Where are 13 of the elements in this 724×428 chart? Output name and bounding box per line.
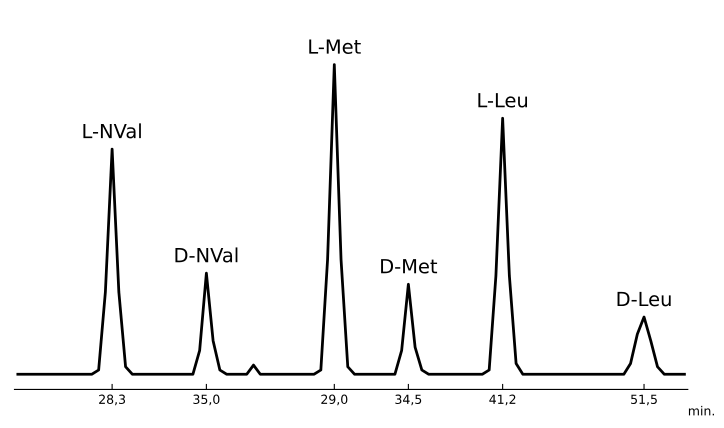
x-tick-label: 51,5	[631, 394, 657, 406]
annotation: D-NVal	[175, 247, 238, 262]
x-tick-label: 34,5	[395, 394, 422, 406]
annotation: L-NVal	[83, 123, 141, 138]
annotation: L-Met	[309, 39, 361, 54]
x-tick-label: 35,0	[193, 394, 220, 406]
annotation: D-Met	[381, 259, 438, 274]
x-tick-label: 41,2	[489, 394, 516, 406]
annotation: D-Leu	[618, 292, 671, 306]
annotation: L-Leu	[478, 93, 528, 108]
x-tick-label: 28,3	[99, 394, 126, 406]
x-axis-title: min.	[688, 406, 714, 416]
x-tick-label: 29,0	[321, 394, 348, 406]
